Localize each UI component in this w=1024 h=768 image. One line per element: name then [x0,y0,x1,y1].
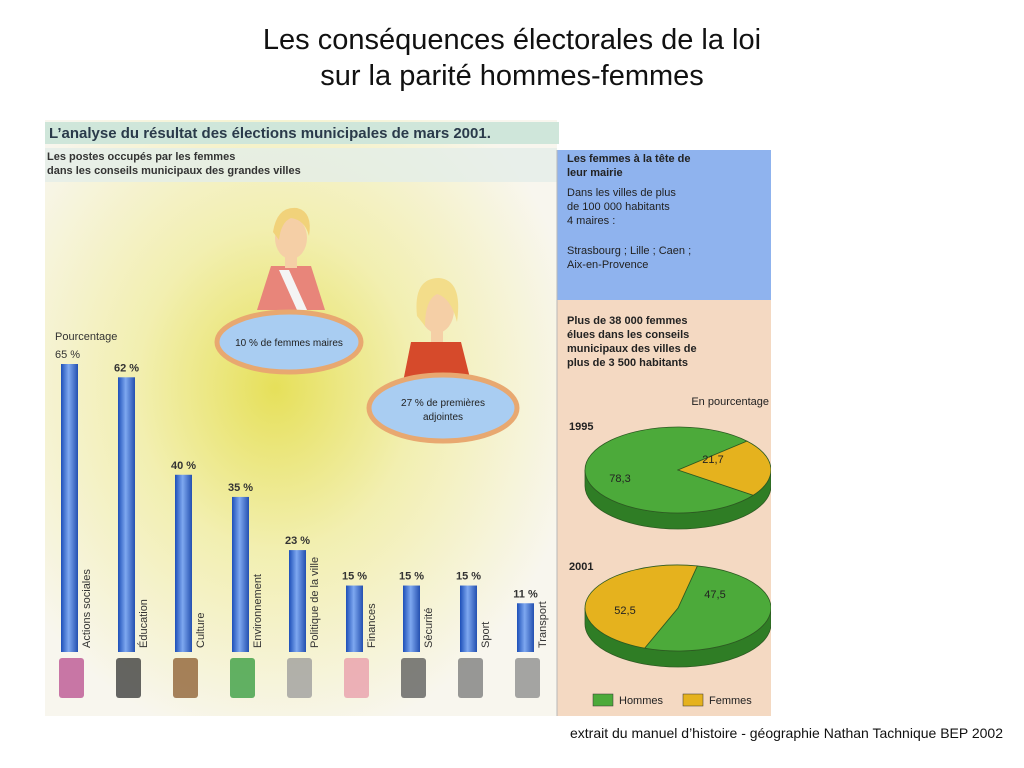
bar-3 [175,474,192,652]
banner-text: L’analyse du résultat des élections muni… [49,125,491,142]
bar-4 [232,496,249,652]
bar-category-label-7: Sécurité [423,608,435,648]
bar-top-tick: 65 % [55,349,80,361]
banner-bg [45,122,559,144]
bar-category-label-6: Finances [366,603,378,648]
bar-category-label-2: Éducation [137,599,150,648]
left-heading-line-1: Les postes occupés par les femmes [47,151,235,163]
right-top-text-3: 4 maires : [567,215,615,227]
bar-icon-7 [401,658,426,698]
bar-icon-9 [515,658,540,698]
right-top-text-2: de 100 000 habitants [567,201,670,213]
bar-value-label-8: 15 % [456,571,481,583]
right-top-heading-1: Les femmes à la tête de [567,153,691,165]
pie-2001-value-hommes: 52,5 [614,605,635,617]
source-credit: extrait du manuel d’histoire - géographi… [570,725,1003,741]
right-top-cities-2: Aix-en-Provence [567,259,648,271]
bar-8 [460,585,477,652]
textbook-scan: L’analyse du résultat des élections muni… [45,120,771,716]
title-line-2: sur la parité hommes-femmes [320,60,704,92]
bar-icon-6 [344,658,369,698]
right-top-panel [557,150,771,300]
bar-category-label-4: Environnement [252,574,264,648]
bubble-maires-text: 10 % de femmes maires [235,338,343,349]
bubble-adjointes-text-1: 27 % de premières [401,398,485,409]
bar-7 [403,585,420,652]
pie-1995-year: 1995 [569,421,593,433]
bar-icon-2 [116,658,141,698]
bar-value-label-6: 15 % [342,571,367,583]
bar-value-label-9: 11 % [513,588,538,600]
right-bottom-heading-2: élues dans les conseils [567,329,689,341]
legend-label-hommes: Hommes [619,695,664,707]
left-heading-bg [45,148,557,182]
left-heading-line-2: dans les conseils municipaux des grandes… [47,165,301,177]
bar-icon-1 [59,658,84,698]
bar-5 [289,550,306,652]
pie-unit-label: En pourcentage [691,396,769,408]
scan-figure: L’analyse du résultat des élections muni… [45,120,771,716]
pie-1995-slice-femmes [676,440,771,496]
bar-icon-3 [173,658,198,698]
bar-category-label-9: Transport [537,601,549,648]
pie-2001-slice-femmes [584,564,698,649]
title-line-1: Les conséquences électorales de la loi [262,24,762,56]
right-top-heading-2: leur mairie [567,167,623,179]
bar-icon-5 [287,658,312,698]
bar-icon-8 [458,658,483,698]
right-bottom-heading-1: Plus de 38 000 femmes [567,315,687,327]
pie-1995-value-femmes: 21,7 [702,454,723,466]
right-top-cities-1: Strasbourg ; Lille ; Caen ; [567,245,691,257]
bubble-adjointes [366,372,520,444]
pie-2001: 2001 52,5 47,5 [569,561,771,668]
woman-mayor-illustration [257,207,325,310]
woman-adjointe-illustration [403,278,471,382]
bar-icon-4 [230,658,255,698]
bubble-maires [214,309,364,375]
pie-1995-slice-hommes [584,426,755,514]
pie-1995: 1995 78,3 21,7 [569,421,771,530]
legend-label-femmes: Femmes [709,695,752,707]
pie-1995-value-hommes: 78,3 [609,473,630,485]
legend-swatch-femmes [682,693,704,707]
right-top-text-1: Dans les villes de plus [567,187,676,199]
bar-1 [61,364,78,652]
bar-category-label-8: Sport [480,622,492,648]
bar-value-label-3: 40 % [171,460,196,472]
bar-category-label-3: Culture [195,613,207,648]
pie-2001-slice-hommes [643,565,771,652]
bar-9 [517,603,534,652]
bar-chart: Pourcentage 65 % Actions sociales 62 % Édu… [55,331,549,698]
right-bottom-heading-4: plus de 3 500 habitants [567,357,688,369]
bar-value-label-5: 23 % [285,535,310,547]
bar-category-label-5: Politique de la ville [309,557,321,648]
pie-2001-year: 2001 [569,561,593,573]
bubble-adjointes-text-2: adjointes [423,412,463,423]
bar-value-label-2: 62 % [114,362,139,374]
legend-swatch-hommes [592,693,614,707]
bar-ylabel: Pourcentage [55,331,117,343]
bar-6 [346,585,363,652]
bar-category-label-1: Actions sociales [81,569,93,648]
slide-title: Les conséquences électorales de la loi s… [0,22,1024,94]
bar-2 [118,377,135,652]
pie-legend: Hommes Femmes [592,693,752,707]
bar-value-label-4: 35 % [228,482,253,494]
right-bottom-heading-3: municipaux des villes de [567,343,697,355]
pie-2001-value-femmes: 47,5 [704,589,725,601]
bar-value-label-7: 15 % [399,571,424,583]
